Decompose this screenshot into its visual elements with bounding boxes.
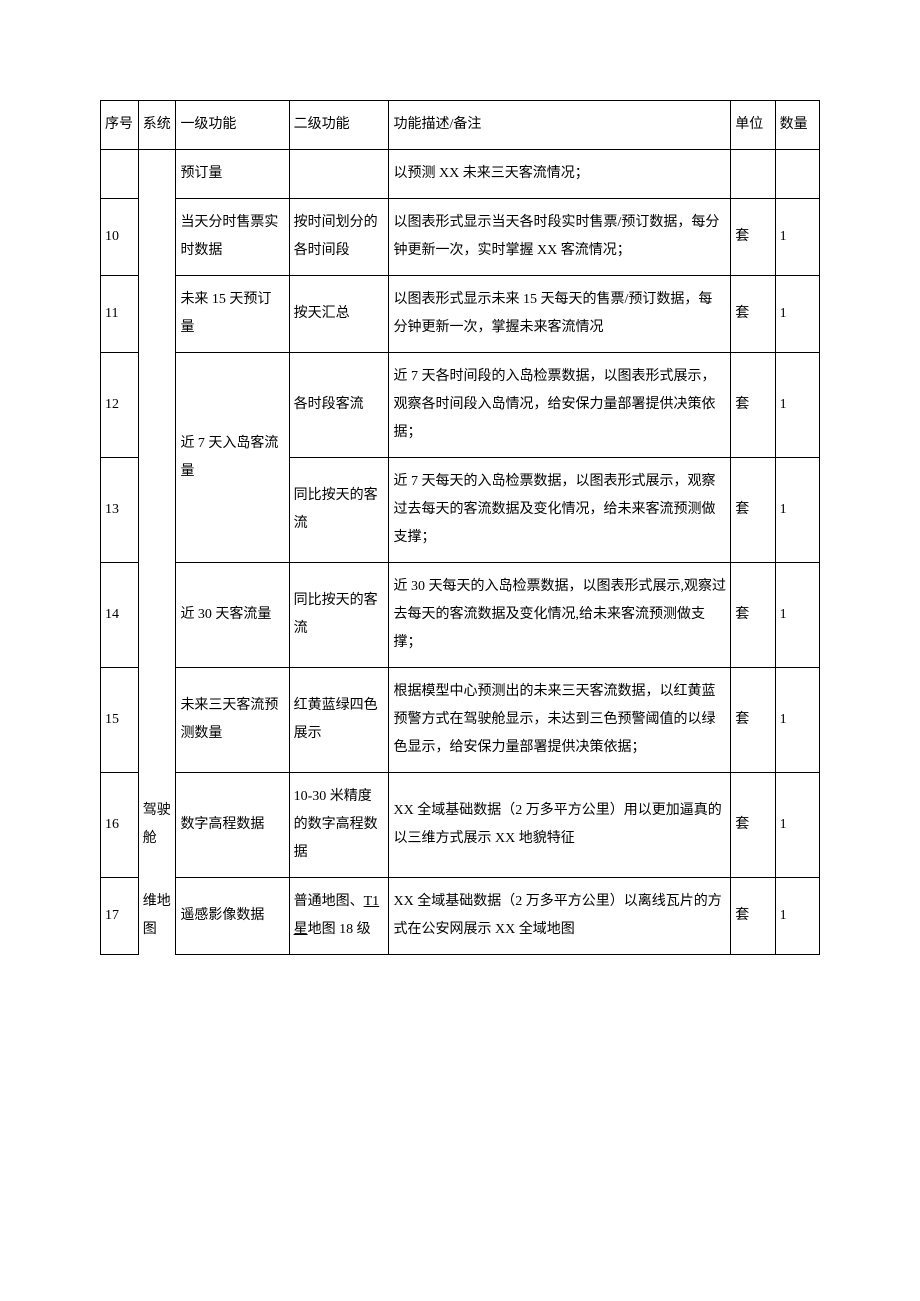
cell-sys (138, 458, 176, 563)
cell-unit: 套 (731, 878, 775, 955)
l2-part-a: 普通地图、 (294, 894, 364, 909)
cell-seq: 15 (101, 668, 139, 773)
cell-seq: 11 (101, 276, 139, 353)
col-header-unit: 单位 (731, 101, 775, 150)
cell-unit: 套 (731, 353, 775, 458)
cell-qty: 1 (775, 563, 819, 668)
cell-qty: 1 (775, 199, 819, 276)
cell-desc: XX 全域基础数据（2 万多平方公里）以离线瓦片的方式在公安网展示 XX 全域地… (389, 878, 731, 955)
col-header-qty: 数量 (775, 101, 819, 150)
cell-desc: 以图表形式显示当天各时段实时售票/预订数据，每分钟更新一次，实时掌握 XX 客流… (389, 199, 731, 276)
cell-sys: 维地图 (138, 878, 176, 955)
cell-l1: 未来三天客流预测数量 (176, 668, 289, 773)
cell-seq: 17 (101, 878, 139, 955)
cell-sys (138, 668, 176, 773)
cell-qty: 1 (775, 878, 819, 955)
cell-unit: 套 (731, 773, 775, 878)
cell-l2: 按时间划分的各时间段 (289, 199, 389, 276)
cell-sys (138, 276, 176, 353)
cell-qty: 1 (775, 458, 819, 563)
cell-l2: 普通地图、T1 星地图 18 级 (289, 878, 389, 955)
cell-unit (731, 150, 775, 199)
cell-unit: 套 (731, 199, 775, 276)
cell-desc: 以预测 XX 未来三天客流情况； (389, 150, 731, 199)
col-header-desc: 功能描述/备注 (389, 101, 731, 150)
cell-qty: 1 (775, 276, 819, 353)
cell-unit: 套 (731, 668, 775, 773)
cell-seq: 12 (101, 353, 139, 458)
table-row: 15 未来三天客流预测数量 红黄蓝绿四色展示 根据模型中心预测出的未来三天客流数… (101, 668, 820, 773)
table-header-row: 序号 系统 一级功能 二级功能 功能描述/备注 单位 数量 (101, 101, 820, 150)
cell-desc: 近 7 天各时间段的入岛检票数据，以图表形式展示，观察各时间段入岛情况，给安保力… (389, 353, 731, 458)
l2-part-c: 地图 18 级 (308, 922, 371, 937)
cell-l2: 按天汇总 (289, 276, 389, 353)
cell-sys (138, 353, 176, 458)
cell-seq (101, 150, 139, 199)
cell-l1: 近 7 天入岛客流量 (176, 353, 289, 563)
cell-sys (138, 199, 176, 276)
cell-unit: 套 (731, 276, 775, 353)
cell-seq: 10 (101, 199, 139, 276)
cell-desc: XX 全域基础数据（2 万多平方公里）用以更加逼真的以三维方式展示 XX 地貌特… (389, 773, 731, 878)
cell-sys (138, 563, 176, 668)
cell-unit: 套 (731, 563, 775, 668)
cell-qty (775, 150, 819, 199)
table-row: 预订量 以预测 XX 未来三天客流情况； (101, 150, 820, 199)
cell-l1: 数字高程数据 (176, 773, 289, 878)
cell-l1: 未来 15 天预订量 (176, 276, 289, 353)
table-row: 11 未来 15 天预订量 按天汇总 以图表形式显示未来 15 天每天的售票/预… (101, 276, 820, 353)
cell-l1: 遥感影像数据 (176, 878, 289, 955)
cell-l2: 同比按天的客流 (289, 563, 389, 668)
cell-seq: 14 (101, 563, 139, 668)
table-row: 17 维地图 遥感影像数据 普通地图、T1 星地图 18 级 XX 全域基础数据… (101, 878, 820, 955)
cell-l2 (289, 150, 389, 199)
table-row: 16 驾驶舱 数字高程数据 10-30 米精度的数字高程数据 XX 全域基础数据… (101, 773, 820, 878)
table-row: 12 近 7 天入岛客流量 各时段客流 近 7 天各时间段的入岛检票数据，以图表… (101, 353, 820, 458)
col-header-l2: 二级功能 (289, 101, 389, 150)
cell-desc: 近 30 天每天的入岛检票数据，以图表形式展示,观察过去每天的客流数据及变化情况… (389, 563, 731, 668)
cell-l1: 当天分时售票实时数据 (176, 199, 289, 276)
cell-unit: 套 (731, 458, 775, 563)
cell-desc: 近 7 天每天的入岛检票数据，以图表形式展示，观察过去每天的客流数据及变化情况，… (389, 458, 731, 563)
cell-desc: 以图表形式显示未来 15 天每天的售票/预订数据，每分钟更新一次，掌握未来客流情… (389, 276, 731, 353)
cell-desc: 根据模型中心预测出的未来三天客流数据，以红黄蓝预警方式在驾驶舱显示，未达到三色预… (389, 668, 731, 773)
cell-sys (138, 150, 176, 199)
table-row: 10 当天分时售票实时数据 按时间划分的各时间段 以图表形式显示当天各时段实时售… (101, 199, 820, 276)
col-header-seq: 序号 (101, 101, 139, 150)
cell-l1: 预订量 (176, 150, 289, 199)
col-header-l1: 一级功能 (176, 101, 289, 150)
cell-qty: 1 (775, 668, 819, 773)
table-row: 14 近 30 天客流量 同比按天的客流 近 30 天每天的入岛检票数据，以图表… (101, 563, 820, 668)
cell-l2: 10-30 米精度的数字高程数据 (289, 773, 389, 878)
cell-seq: 16 (101, 773, 139, 878)
cell-l2: 红黄蓝绿四色展示 (289, 668, 389, 773)
cell-qty: 1 (775, 353, 819, 458)
feature-table: 序号 系统 一级功能 二级功能 功能描述/备注 单位 数量 预订量 以预测 XX… (100, 100, 820, 955)
cell-sys: 驾驶舱 (138, 773, 176, 878)
cell-seq: 13 (101, 458, 139, 563)
col-header-sys: 系统 (138, 101, 176, 150)
cell-qty: 1 (775, 773, 819, 878)
cell-l1: 近 30 天客流量 (176, 563, 289, 668)
cell-l2: 同比按天的客流 (289, 458, 389, 563)
cell-l2: 各时段客流 (289, 353, 389, 458)
